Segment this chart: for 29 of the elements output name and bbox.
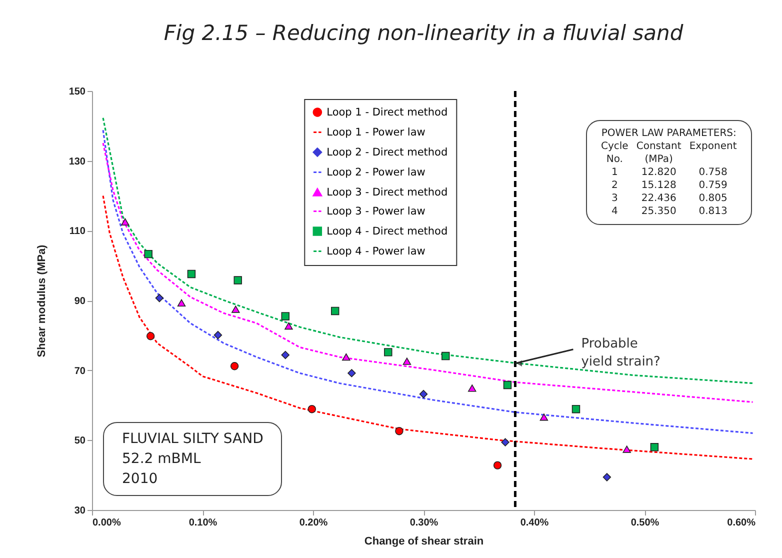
y-tick-label: 110 [69, 226, 86, 238]
x-tick-label: 0.10% [188, 518, 218, 528]
chart-title: Fig 2.15 – Reducing non-linearity in a fluvial sand [164, 21, 684, 45]
x-tick-label: 0.30% [410, 518, 438, 528]
y-tick-label: 50 [74, 436, 86, 447]
legend-label: Loop 3 - Direct method [326, 186, 448, 198]
legend-label: Loop 4 - Direct method [326, 225, 448, 238]
line-series [102, 117, 754, 384]
y-tick-label: 90 [74, 296, 86, 307]
text: POWER LAW PARAMETERS: Cycle Constant Exponent No. (MPa) 1 12.820 0.758 2 15.128 0.759 3 22.436 0.805 4 25.350 0.813 [601, 128, 737, 217]
x-axis-title: Change of shear strain [364, 536, 484, 548]
annotation: Probable yield strain? [581, 336, 660, 370]
legend-label: Loop 1 - Power law [326, 126, 426, 138]
x-tick-label: 0.40% [520, 518, 549, 528]
legend-label: Loop 3 - Power law [326, 205, 426, 218]
y-tick-label: 70 [74, 366, 86, 377]
x-tick-label: 0.60% [727, 518, 756, 528]
x-tick-label: 0.00% [92, 518, 121, 528]
legend-label: Loop 2 - Power law [326, 166, 426, 178]
y-axis-title: Shear modulus (MPa) [36, 244, 48, 358]
y-tick-label: 30 [74, 506, 86, 516]
y-tick-label: 150 [68, 86, 86, 98]
legend-label: Loop 1 - Direct method [326, 106, 448, 118]
legend-label: Loop 2 - Direct method [326, 146, 448, 158]
annotation: FLUVIAL SILTY SAND 52.2 mBML 2010 [103, 422, 282, 496]
y-tick-label: 130 [68, 156, 86, 168]
legend-label: Loop 4 - Power law [326, 245, 426, 258]
x-tick-label: 0.50% [630, 518, 660, 528]
x-tick-label: 0.20% [299, 518, 328, 528]
